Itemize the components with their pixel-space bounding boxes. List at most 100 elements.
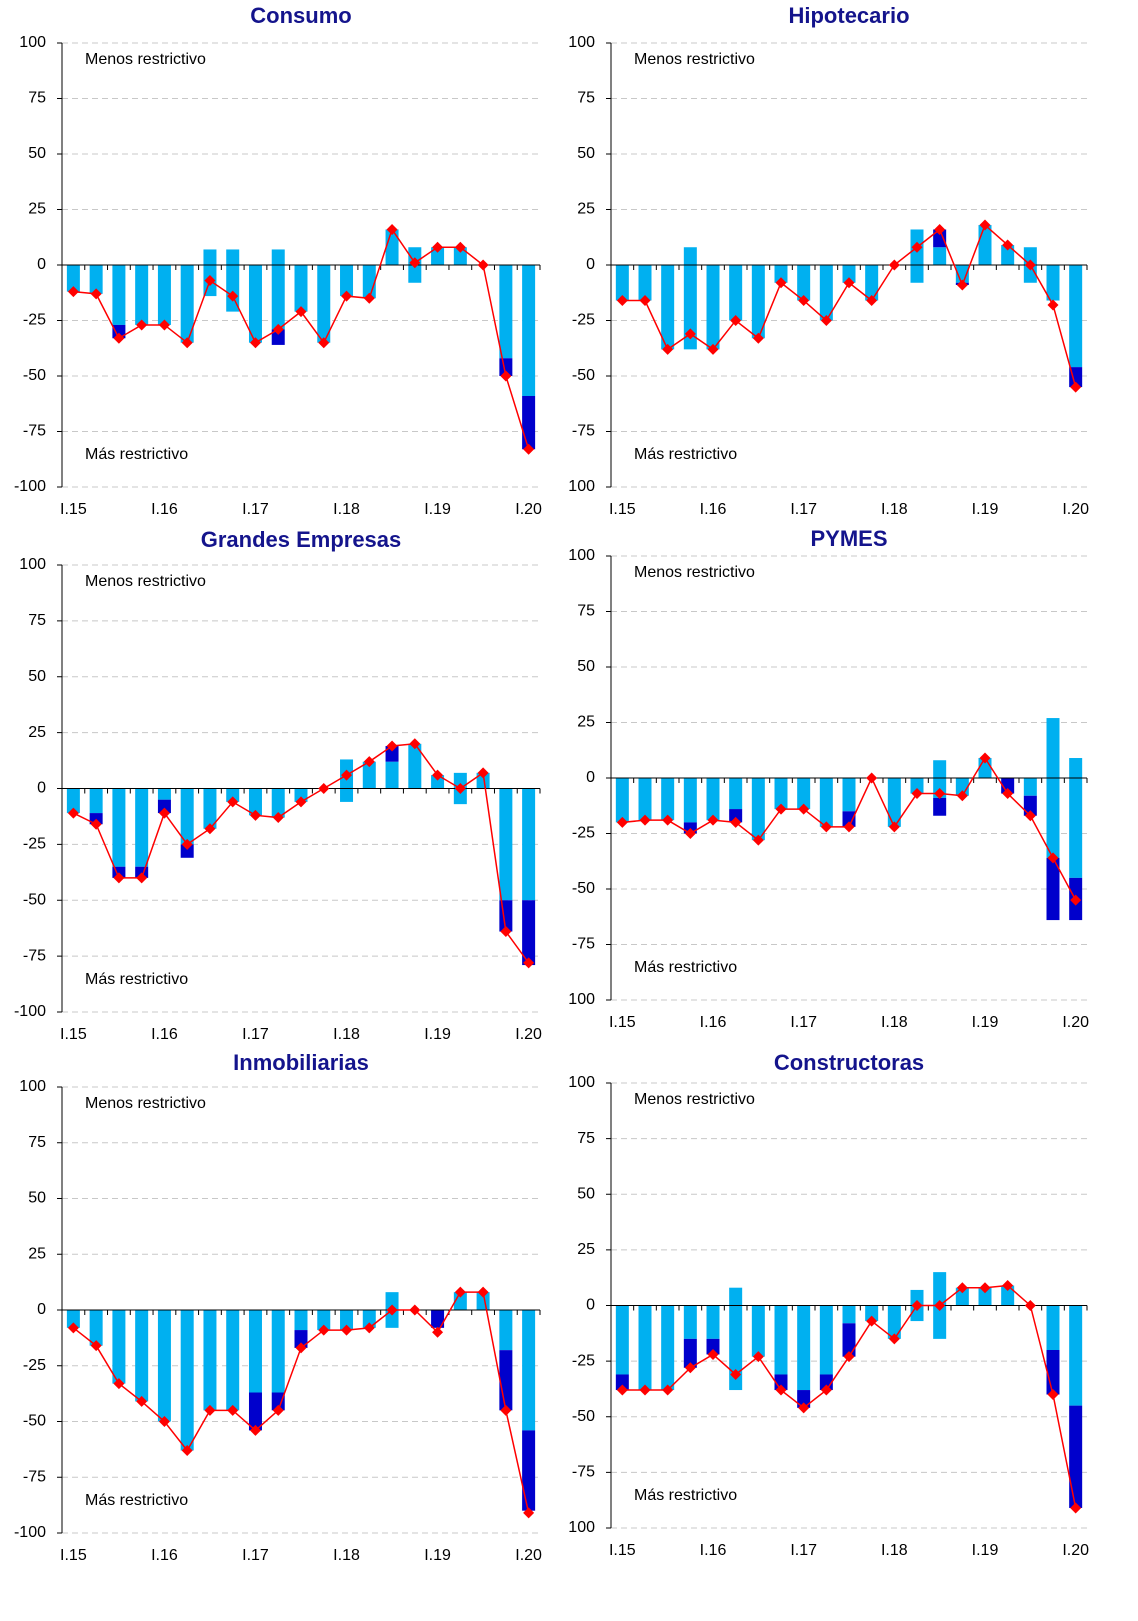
bar (1069, 758, 1083, 778)
y-tick-label: -50 (572, 880, 595, 897)
y-tick-label: -50 (23, 367, 46, 384)
y-tick-label: 0 (37, 1301, 46, 1318)
line-marker (523, 1507, 535, 1519)
x-tick-label: I.17 (790, 1014, 817, 1031)
y-tick-label: 100 (568, 547, 595, 564)
bar (271, 1392, 285, 1411)
line-marker (477, 259, 489, 271)
chart-title: Hipotecario (788, 3, 909, 28)
x-tick-label: I.20 (1062, 1542, 1089, 1559)
bar (887, 778, 901, 827)
line-marker (639, 1384, 651, 1396)
bar (248, 788, 262, 816)
line-marker (934, 223, 946, 235)
line-marker (911, 788, 923, 800)
line-marker (500, 926, 512, 938)
line-marker (272, 812, 284, 824)
y-tick-label: 50 (577, 658, 595, 675)
line-marker (798, 803, 810, 815)
bar (522, 265, 536, 396)
bar (89, 813, 103, 825)
line-marker (272, 323, 284, 335)
bar (865, 1305, 879, 1322)
y-tick-label: -75 (572, 423, 595, 440)
y-tick-label: 100 (568, 1074, 595, 1091)
bar (203, 1310, 217, 1411)
bar (615, 265, 629, 301)
bar (978, 225, 992, 265)
bar (615, 778, 629, 823)
bar (615, 1305, 629, 1375)
bar (661, 265, 675, 350)
bar (89, 265, 103, 294)
line-marker (843, 1351, 855, 1363)
bar (797, 1305, 811, 1391)
x-tick-label: I.17 (242, 1026, 269, 1043)
x-tick-label: I.20 (515, 1547, 542, 1564)
chart-title: Inmobiliarias (233, 1050, 369, 1075)
annotation: Más restrictivo (634, 446, 737, 463)
bar (751, 1305, 765, 1357)
bar (226, 788, 240, 802)
y-tick-label: 25 (577, 714, 595, 731)
line-marker (67, 807, 79, 819)
x-tick-label: I.18 (333, 501, 360, 518)
bar (294, 265, 308, 312)
bar (1001, 1285, 1015, 1306)
y-tick-label: -25 (23, 836, 46, 853)
bar (842, 1305, 856, 1324)
bar (66, 265, 80, 292)
bar (248, 265, 262, 343)
bar (157, 788, 171, 800)
x-tick-label: I.17 (242, 1547, 269, 1564)
x-tick-label: I.18 (333, 1026, 360, 1043)
bar (408, 265, 422, 283)
line-marker (956, 790, 968, 802)
bar (933, 229, 947, 248)
line-marker (979, 1282, 991, 1294)
bar (271, 249, 285, 265)
line-marker (523, 957, 535, 969)
line-marker (662, 814, 674, 826)
line-marker (798, 295, 810, 307)
x-tick-label: I.20 (1062, 1014, 1089, 1031)
line-marker (820, 1384, 832, 1396)
bar (933, 1272, 947, 1306)
y-tick-label: 100 (19, 34, 46, 51)
line-marker (775, 1384, 787, 1396)
line-marker (341, 290, 353, 302)
line-marker (639, 814, 651, 826)
line-marker (843, 821, 855, 833)
bar (1001, 245, 1015, 265)
y-tick-label: 50 (577, 1185, 595, 1202)
line-marker (752, 332, 764, 344)
x-tick-label: I.18 (881, 501, 908, 518)
bar (317, 1310, 331, 1331)
line-marker (662, 1384, 674, 1396)
line-marker (295, 306, 307, 318)
bar (157, 799, 171, 814)
bar (910, 265, 924, 283)
y-tick-label: 25 (28, 724, 46, 741)
y-tick-label: 75 (577, 90, 595, 107)
line-marker (90, 1340, 102, 1352)
bar (66, 1310, 80, 1328)
line-marker (67, 286, 79, 298)
bar (112, 1310, 126, 1384)
chart-title: Constructoras (774, 1050, 924, 1075)
line-marker (820, 315, 832, 326)
y-tick-label: 0 (37, 256, 46, 273)
y-tick-label: 50 (577, 145, 595, 162)
line-marker (775, 803, 787, 815)
bar (1046, 265, 1060, 301)
bar (842, 1323, 856, 1357)
bar (522, 395, 536, 450)
bar (112, 265, 126, 325)
bar (1023, 795, 1037, 816)
line-marker (363, 1322, 375, 1334)
line-marker (136, 872, 148, 884)
bar (933, 1305, 947, 1339)
y-tick-label: -25 (572, 312, 595, 329)
line-marker (136, 1395, 148, 1407)
bar (751, 265, 765, 339)
